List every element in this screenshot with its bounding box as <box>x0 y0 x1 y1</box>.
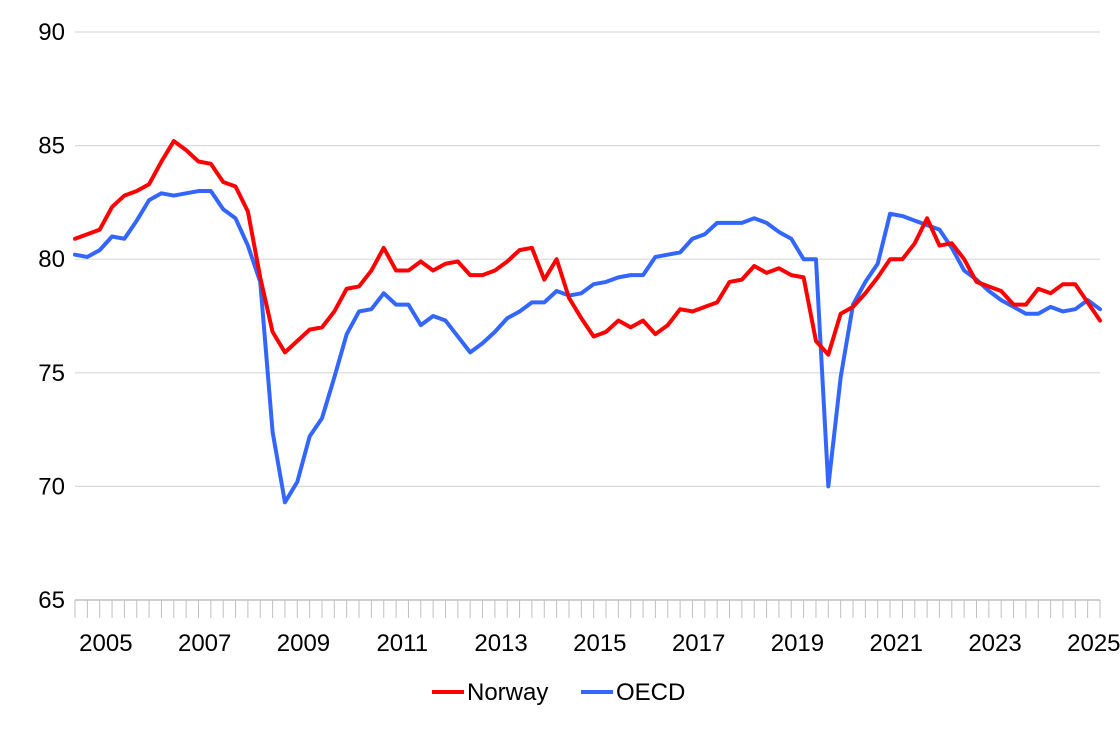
x-axis: 2005 2007 2009 2011 2013 2015 2017 2019 2021 2023… <box>74 599 1120 657</box>
y-tick-label: 80 <box>38 246 65 273</box>
legend: Norway OECD <box>432 679 685 706</box>
x-tick-label: 2021 <box>870 630 923 657</box>
x-tick-label: 2009 <box>277 630 330 657</box>
x-tick-label: 2013 <box>474 630 527 657</box>
series-lines <box>73 139 1102 505</box>
x-tick-label: 2017 <box>672 630 725 657</box>
y-tick-label: 75 <box>38 360 65 387</box>
y-axis: 65 70 75 80 85 90 <box>38 19 65 614</box>
x-tick-label: 2025 <box>1067 630 1120 657</box>
series-line-norway <box>73 139 1102 357</box>
y-tick-label: 70 <box>38 473 65 500</box>
gridlines <box>75 31 1100 487</box>
x-tick-label: 2007 <box>178 630 231 657</box>
x-tick-label: 2005 <box>79 630 132 657</box>
legend-label-norway: Norway <box>467 679 548 706</box>
x-tick-label: 2023 <box>968 630 1021 657</box>
x-tick-label: 2015 <box>573 630 626 657</box>
x-tick-label: 2011 <box>376 630 428 657</box>
legend-label-oecd: OECD <box>616 679 685 706</box>
series-line-oecd <box>73 189 1102 505</box>
y-tick-label: 85 <box>38 133 65 160</box>
x-tick-label: 2019 <box>771 630 824 657</box>
y-tick-label: 65 <box>38 587 65 614</box>
y-tick-label: 90 <box>38 19 65 46</box>
